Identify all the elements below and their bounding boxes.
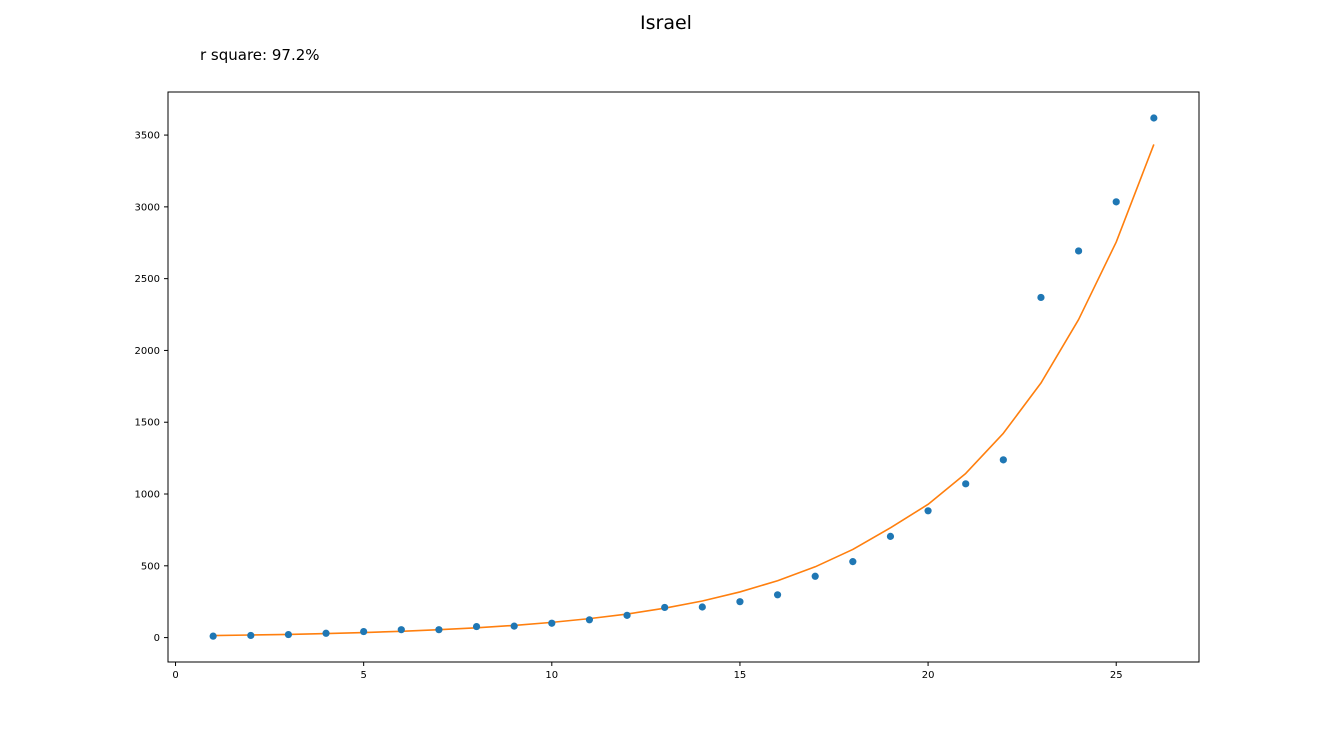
data-point [247, 631, 255, 640]
y-tick-label: 2000 [135, 346, 160, 357]
data-point [397, 626, 405, 634]
data-point [510, 622, 518, 630]
plot-area: 0 5 10 15 20 25 0 500 1000 1500 2000 2500 3000 3500 [135, 114, 1158, 681]
y-tick-label: 3500 [135, 131, 160, 142]
y-tick-label: 2500 [135, 274, 160, 285]
data-point [585, 616, 594, 624]
data-point [886, 532, 895, 540]
data-point [322, 629, 330, 637]
data-point [1074, 247, 1083, 255]
data-point [811, 572, 819, 580]
axes-frame [167, 91, 1200, 663]
x-tick-label: 15 [734, 670, 747, 681]
data-point [999, 456, 1007, 464]
data-point [849, 558, 857, 566]
y-tick-label: 500 [141, 561, 160, 572]
data-point [773, 591, 782, 599]
data-point [435, 626, 443, 634]
data-point [360, 627, 368, 636]
fit-curve-line [213, 144, 1155, 637]
data-point [1150, 114, 1158, 122]
x-tick-label: 5 [360, 670, 366, 681]
data-point [209, 632, 217, 640]
x-tick-label: 10 [545, 670, 558, 681]
x-tick-label: 20 [922, 670, 935, 681]
data-point [661, 603, 669, 612]
data-point [924, 507, 932, 515]
x-tick-label: 25 [1110, 670, 1123, 681]
data-point [472, 622, 481, 631]
data-point [623, 611, 631, 619]
r-square-annotation: r square: 97.2% [200, 46, 320, 64]
data-point [698, 603, 706, 611]
y-tick-label: 1000 [135, 490, 160, 501]
data-point [548, 619, 556, 627]
x-tick-label: 0 [172, 670, 178, 681]
chart-title: Israel [640, 12, 692, 34]
y-tick-label: 3000 [135, 202, 160, 213]
y-tick-label: 1500 [135, 418, 160, 429]
data-point [736, 598, 744, 606]
data-point [284, 630, 293, 639]
data-point [962, 480, 970, 488]
data-point [1112, 198, 1120, 206]
data-point [1037, 293, 1045, 302]
y-tick-label: 0 [154, 633, 160, 644]
